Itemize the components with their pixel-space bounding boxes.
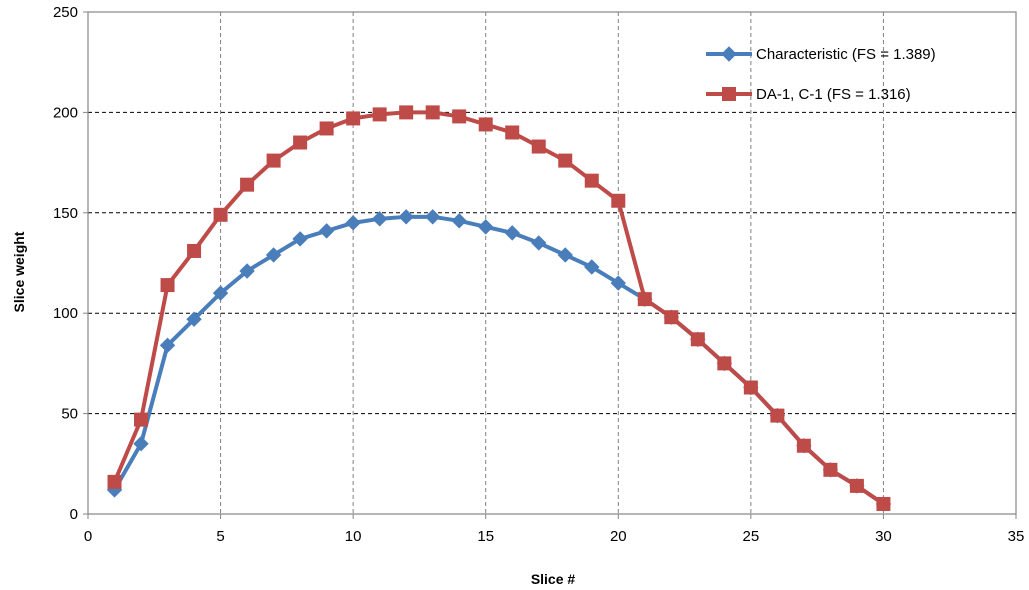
series-point-square [478, 117, 493, 132]
y-axis-title: Slice weight [11, 231, 27, 312]
series-point-square [876, 496, 891, 511]
series-point-diamond [424, 209, 441, 225]
series-point-square [690, 332, 705, 347]
series-point-square [134, 412, 149, 427]
legend-entry-1: Characteristic (FS = 1.389) [706, 46, 936, 63]
y-tick-label: 50 [61, 406, 78, 423]
series-point-square [346, 111, 361, 126]
series-point-diamond [239, 263, 255, 279]
data-series [106, 105, 892, 512]
series-2 [107, 105, 891, 511]
legend: Characteristic (FS = 1.389) DA-1, C-1 (FS… [706, 46, 936, 103]
series-point-square [743, 380, 758, 395]
y-tick-label: 200 [53, 104, 78, 121]
series-point-square [722, 87, 736, 101]
tick-labels: 0 5 10 15 20 25 30 35 0 50 100 150 200 250 [53, 4, 1024, 545]
series-point-diamond [531, 235, 547, 251]
series-point-square [399, 105, 414, 120]
series-point-diamond [133, 436, 149, 452]
plot-frame [83, 11, 1017, 519]
series-point-square [372, 107, 387, 122]
series-point-square [823, 462, 838, 477]
series-point-diamond [504, 225, 520, 241]
series-point-diamond [557, 247, 573, 263]
series-point-diamond [212, 285, 229, 301]
x-tick-label: 5 [216, 528, 224, 545]
series-1 [106, 209, 892, 512]
x-tick-label: 25 [743, 528, 760, 545]
legend-entry-2: DA-1, C-1 (FS = 1.316) [706, 86, 911, 103]
series-point-diamond [186, 311, 202, 327]
legend-label: DA-1, C-1 (FS = 1.316) [756, 86, 911, 103]
series-point-square [637, 292, 652, 307]
x-tick-label: 20 [610, 528, 627, 545]
x-tick-label: 30 [875, 528, 892, 545]
series-point-square [664, 310, 679, 325]
y-tick-label: 150 [53, 205, 78, 222]
series-point-square [796, 438, 811, 453]
x-tick-label: 35 [1008, 528, 1025, 545]
series-point-square [107, 474, 122, 489]
series-point-square [531, 139, 546, 154]
series-point-square [611, 193, 626, 208]
series-point-square [558, 153, 573, 168]
series-point-square [425, 105, 440, 120]
series-point-diamond [265, 247, 282, 263]
y-tick-label: 250 [53, 4, 78, 21]
series-point-diamond [159, 337, 176, 354]
series-point-diamond [318, 223, 335, 239]
series-point-square [187, 243, 202, 258]
series-point-diamond [610, 275, 626, 291]
series-line [112, 214, 885, 506]
x-axis-title: Slice # [531, 571, 576, 587]
series-point-square [160, 278, 175, 293]
x-tick-label: 10 [345, 528, 362, 545]
series-point-diamond [398, 209, 414, 225]
series-point-diamond [584, 259, 600, 275]
y-tick-label: 0 [70, 506, 78, 523]
series-point-diamond [451, 213, 467, 229]
grid-lines [88, 12, 1016, 514]
series-point-square [266, 153, 281, 168]
x-tick-label: 15 [477, 528, 494, 545]
y-tick-label: 100 [53, 305, 78, 322]
series-point-square [213, 207, 228, 222]
series-point-diamond [345, 215, 361, 231]
x-tick-label: 0 [84, 528, 92, 545]
series-line [112, 110, 885, 506]
plot-border [87, 11, 1017, 515]
legend-label: Characteristic (FS = 1.389) [756, 46, 936, 63]
series-point-diamond [371, 211, 388, 227]
series-point-square [505, 125, 520, 140]
series-point-square [770, 408, 785, 423]
series-point-square [584, 173, 599, 188]
series-point-square [319, 121, 334, 136]
series-point-diamond [721, 46, 737, 62]
series-point-square [452, 109, 467, 124]
series-point-square [849, 478, 864, 493]
series-point-diamond [478, 219, 494, 235]
series-point-square [717, 356, 732, 371]
series-point-diamond [292, 231, 308, 247]
series-point-square [293, 135, 308, 150]
series-point-square [240, 177, 255, 192]
